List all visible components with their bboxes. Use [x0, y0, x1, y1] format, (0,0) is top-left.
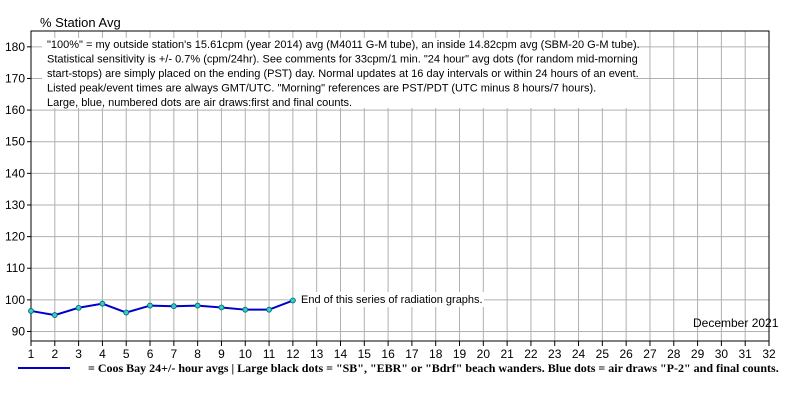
- note-line: start-stops) are simply placed on the en…: [47, 68, 639, 80]
- y-tick-label: 110: [6, 261, 25, 275]
- data-point: [147, 302, 153, 309]
- data-point: [242, 306, 249, 313]
- note-line: Statistical sensitivity is +/- 0.7% (cpm…: [47, 54, 638, 66]
- data-point: [99, 300, 106, 307]
- x-tick-label: 19: [453, 347, 467, 361]
- x-tick-label: 15: [358, 347, 372, 361]
- notes-box: [42, 38, 634, 108]
- x-tick-label: 6: [147, 347, 154, 361]
- data-point: [266, 306, 272, 313]
- y-tick-label: 160: [5, 103, 25, 117]
- y-tick-label: 90: [12, 325, 26, 339]
- x-tick-label: 18: [429, 347, 443, 361]
- y-tick-label: 120: [5, 230, 25, 244]
- x-tick-label: 2: [51, 347, 58, 361]
- data-point: [51, 312, 58, 318]
- y-tick-label: 180: [5, 40, 25, 54]
- data-point: [123, 309, 130, 316]
- data-point: [75, 304, 82, 311]
- x-tick-label: 27: [643, 347, 657, 361]
- plot-frame: [30, 30, 770, 342]
- x-tick-label: 17: [405, 347, 419, 361]
- x-tick-label: 1: [28, 347, 35, 361]
- y-tick-label: 140: [5, 166, 25, 180]
- x-tick-label: 13: [310, 347, 324, 361]
- x-tick-label: 20: [477, 347, 491, 361]
- x-tick-label: 23: [548, 347, 562, 361]
- chart-title: % Station Avg: [40, 15, 121, 30]
- x-tick-label: 9: [218, 347, 225, 361]
- x-tick-label: 29: [691, 347, 705, 361]
- x-axis: 1 2 3 4 5 6 7 8 9 10 11 12 13 14 15 16 17 18 19 20 21 22 23 24 2…: [28, 341, 776, 361]
- data-point: [194, 302, 201, 309]
- note-line: Large, blue, numbered dots are air draws…: [47, 97, 352, 109]
- series-line: [30, 299, 294, 317]
- data-point: [218, 304, 225, 311]
- x-tick-label: 25: [596, 347, 610, 361]
- y-axis: 90 100 110 120 130 140 150 160 170 180: [5, 40, 31, 339]
- note-line: "100%" = my outside station's 15.61cpm (…: [47, 39, 640, 51]
- x-tick-label: 3: [75, 347, 82, 361]
- y-tick-label: 130: [5, 198, 25, 212]
- x-tick-label: 30: [715, 347, 729, 361]
- annotation-box: [296, 292, 484, 307]
- legend-text: = Coos Bay 24+/- hour avgs | Large black…: [88, 361, 779, 375]
- x-tick-label: 28: [667, 347, 681, 361]
- y-tick-label: 170: [5, 71, 25, 85]
- month-label: December 2021: [693, 316, 779, 330]
- y-tick-label: 150: [5, 135, 25, 149]
- x-tick-label: 21: [500, 347, 514, 361]
- x-tick-label: 10: [239, 347, 253, 361]
- x-tick-label: 31: [739, 347, 753, 361]
- x-tick-label: 16: [381, 347, 395, 361]
- data-point: [170, 303, 177, 310]
- series-layer: [28, 297, 296, 318]
- x-tick-label: 5: [123, 347, 130, 361]
- notes-block: "100%" = my outside station's 15.61cpm (…: [47, 39, 640, 109]
- x-tick-label: 22: [524, 347, 538, 361]
- x-tick-label: 4: [99, 347, 106, 361]
- y-tick-label: 100: [5, 293, 25, 307]
- x-tick-label: 11: [263, 347, 276, 361]
- x-tick-label: 12: [286, 347, 300, 361]
- end-series-annotation: End of this series of radiation graphs.: [301, 294, 483, 306]
- note-line: Listed peak/event times are always GMT/U…: [47, 83, 596, 95]
- x-tick-label: 32: [762, 347, 776, 361]
- x-tick-label: 24: [572, 347, 586, 361]
- data-point: [28, 308, 34, 314]
- x-tick-label: 26: [619, 347, 633, 361]
- x-tick-label: 8: [194, 347, 201, 361]
- data-point: [289, 297, 296, 304]
- x-tick-label: 14: [334, 347, 348, 361]
- x-tick-label: 7: [170, 347, 177, 361]
